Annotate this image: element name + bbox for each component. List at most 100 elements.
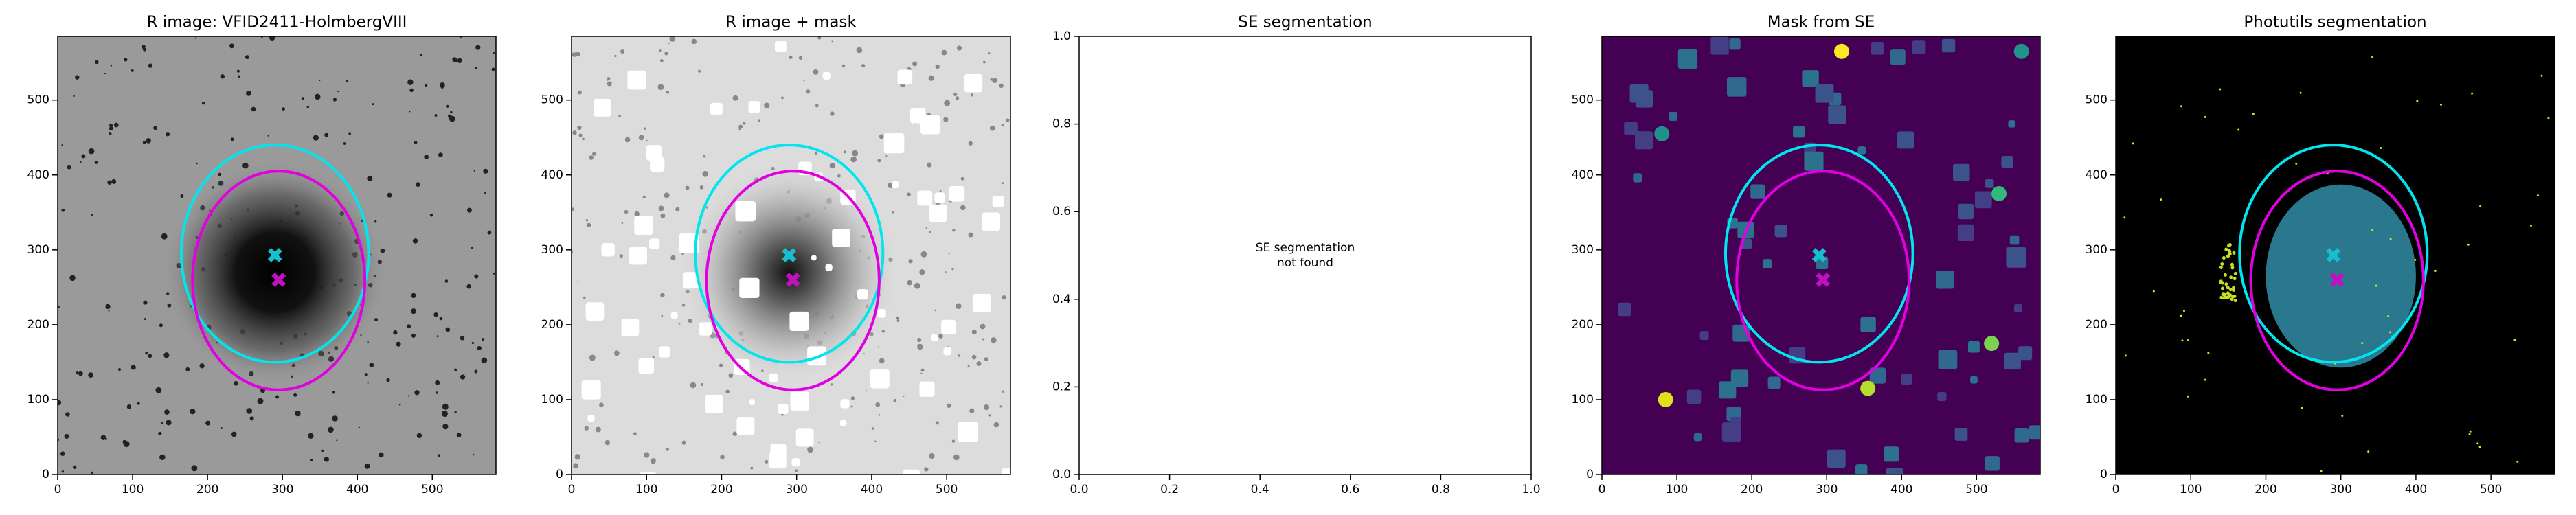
noise-source (738, 124, 743, 129)
segment (1793, 126, 1805, 138)
noise-source (411, 333, 416, 338)
noise-source (142, 140, 146, 144)
segment (2439, 103, 2442, 106)
segment (2252, 113, 2255, 115)
segment (2516, 460, 2519, 463)
noise-source (984, 357, 988, 361)
noise-source (925, 227, 927, 229)
noise-source (841, 64, 846, 68)
noise-source (728, 373, 734, 378)
mask-patch (749, 399, 755, 405)
noise-source (163, 352, 170, 358)
segment (1815, 84, 1834, 103)
x-tick-label: 0 (2112, 483, 2120, 496)
noise-source (137, 402, 140, 405)
noise-source (64, 433, 69, 439)
noise-source (456, 433, 462, 437)
segment (2182, 310, 2185, 312)
segment (1658, 391, 1673, 407)
noise-source (419, 54, 422, 56)
mask-patch (778, 403, 789, 414)
noise-source (781, 96, 784, 100)
noise-source (73, 465, 77, 469)
noise-source (332, 415, 338, 422)
noise-source (364, 463, 370, 469)
noise-source (81, 154, 86, 159)
noise-source (929, 231, 931, 233)
noise-source (750, 466, 754, 470)
noise-source (91, 214, 93, 216)
center-marker (782, 247, 797, 262)
mask-patch (811, 255, 817, 261)
aperture-ellipse (191, 170, 367, 391)
mask-patch (870, 369, 890, 389)
segment (1833, 43, 1849, 59)
segment (2237, 128, 2240, 131)
segment (1634, 131, 1653, 150)
noise-source (78, 371, 83, 376)
noise-source (275, 395, 280, 399)
noise-source (165, 132, 170, 137)
noise-source (875, 402, 881, 407)
noise-source (80, 161, 82, 163)
mask-patch (802, 314, 809, 322)
noise-source (874, 440, 877, 442)
segment (2219, 295, 2224, 299)
noise-source (110, 65, 113, 67)
noise-source (88, 148, 95, 154)
mask-patch (735, 201, 756, 222)
noise-source (666, 91, 670, 94)
noise-source (589, 155, 594, 160)
noise-source (221, 427, 223, 429)
noise-source (927, 162, 932, 168)
noise-source (798, 56, 803, 60)
noise-source (764, 102, 770, 108)
noise-source (180, 194, 184, 198)
segment (1957, 224, 1975, 241)
mask-patch (825, 264, 833, 271)
noise-source (88, 372, 93, 378)
x-tick-label: 300 (2329, 483, 2351, 496)
noise-source (657, 84, 664, 91)
noise-source (803, 80, 805, 82)
annotation: SE segmentation (1256, 241, 1355, 255)
y-tick-label: 0.8 (1052, 117, 1071, 131)
noise-source (668, 42, 670, 45)
mask-patch (670, 312, 678, 319)
segment (1750, 184, 1765, 199)
noise-source (690, 382, 697, 389)
noise-source (698, 69, 701, 73)
noise-source (659, 59, 664, 62)
noise-source (614, 54, 617, 58)
noise-source (61, 208, 65, 212)
segment (2389, 238, 2392, 240)
noise-source (67, 165, 71, 170)
segment (2478, 446, 2481, 448)
noise-source (878, 413, 881, 416)
noise-source (436, 391, 438, 394)
segment (2233, 271, 2237, 275)
noise-source (113, 122, 119, 128)
mask-patch (795, 428, 814, 447)
noise-source (393, 330, 398, 335)
noise-source (951, 268, 954, 271)
noise-source (433, 312, 438, 317)
y-tick-label: 0.0 (1052, 468, 1071, 481)
noise-source (669, 36, 676, 42)
noise-source (699, 185, 704, 190)
mask-patch (929, 204, 947, 222)
noise-source (1002, 390, 1004, 393)
noise-source (650, 458, 656, 464)
panel: 0 100 200 300 400 500 0 100 200 300 400 500 R image … (541, 14, 1011, 496)
noise-source (652, 356, 655, 358)
noise-source (614, 350, 620, 356)
aperture-ellipse (2249, 170, 2425, 391)
noise-source (123, 441, 130, 448)
noise-source (829, 162, 835, 169)
noise-source (813, 69, 819, 75)
segment (1618, 302, 1631, 317)
noise-source (983, 404, 990, 411)
mask-patch (629, 247, 647, 265)
noise-source (131, 365, 136, 370)
